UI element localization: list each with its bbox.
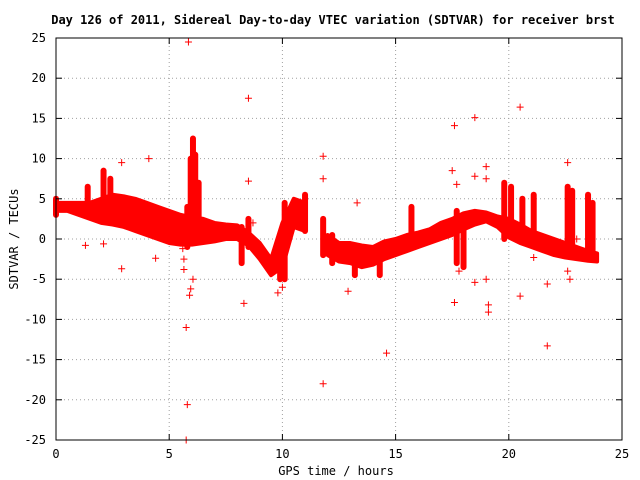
outlier-point <box>179 245 187 253</box>
y-tick-label: 5 <box>39 192 46 206</box>
outlier-point <box>543 280 551 288</box>
y-tick-label: 15 <box>32 111 46 125</box>
band-segment <box>325 208 600 270</box>
outlier-point <box>566 275 574 283</box>
outlier-point <box>100 240 108 248</box>
outlier-point <box>353 199 361 207</box>
y-tick-label: 10 <box>32 152 46 166</box>
outlier-point <box>564 159 572 167</box>
y-tick-label: -10 <box>24 312 46 326</box>
outlier-point <box>249 219 257 227</box>
y-tick-label: -25 <box>24 433 46 447</box>
y-tick-label: -15 <box>24 353 46 367</box>
outlier-point <box>182 323 190 331</box>
outlier-point <box>482 163 490 171</box>
y-tick-label: 20 <box>32 71 46 85</box>
x-tick-label: 20 <box>502 447 516 461</box>
outlier-point <box>187 285 195 293</box>
outlier-point <box>244 177 252 185</box>
outlier-point <box>81 241 89 249</box>
x-tick-label: 5 <box>166 447 173 461</box>
outlier-point <box>183 401 191 409</box>
chart-title: Day 126 of 2011, Sidereal Day-to-day VTE… <box>51 13 615 27</box>
outlier-point <box>383 349 391 357</box>
outlier-point <box>319 380 327 388</box>
x-axis-label: GPS time / hours <box>278 464 394 478</box>
x-tick-label: 0 <box>52 447 59 461</box>
y-tick-label: -5 <box>32 272 46 286</box>
outlier-point <box>283 223 291 231</box>
outlier-point <box>530 253 538 261</box>
outlier-point <box>240 299 248 307</box>
outlier-point <box>448 167 456 175</box>
outlier-point <box>450 299 458 307</box>
outlier-point <box>484 308 492 316</box>
y-tick-label: 0 <box>39 232 46 246</box>
outlier-point <box>543 342 551 350</box>
plot-frame <box>55 37 623 441</box>
outlier-point <box>471 278 479 286</box>
outlier-point <box>344 287 352 295</box>
outlier-point <box>564 267 572 275</box>
outlier-point <box>516 103 524 111</box>
outlier-point <box>180 266 188 274</box>
outlier-point <box>278 283 286 291</box>
outlier-point <box>180 255 188 263</box>
outlier-point <box>516 292 524 300</box>
outlier-point <box>145 155 153 163</box>
x-tick-label: 25 <box>615 447 629 461</box>
outlier-point <box>471 114 479 122</box>
outlier-point <box>471 172 479 180</box>
outlier-point <box>453 180 461 188</box>
y-tick-label: -20 <box>24 393 46 407</box>
outlier-point <box>455 267 463 275</box>
x-tick-label: 15 <box>388 447 402 461</box>
tick-labels: 0 5 10 15 20 25 25 20 15 10 5 0 -5 -10 -15 -20 -25 <box>24 31 629 461</box>
outlier-point <box>118 265 126 273</box>
data-points <box>53 38 600 444</box>
outlier-point <box>319 152 327 160</box>
x-tick-label: 10 <box>275 447 289 461</box>
outlier-point <box>573 235 581 243</box>
outlier-point <box>118 159 126 167</box>
outlier-point <box>484 301 492 309</box>
outlier-point <box>450 122 458 130</box>
outlier-point <box>189 275 197 283</box>
outlier-point <box>482 275 490 283</box>
outlier-point <box>244 94 252 102</box>
y-tick-label: 25 <box>32 31 46 45</box>
outlier-point <box>319 175 327 183</box>
outlier-point <box>482 175 490 183</box>
outlier-point <box>186 291 194 299</box>
y-axis-label: SDTVAR / TECUs <box>7 188 21 289</box>
outlier-point <box>184 38 192 46</box>
outlier-point <box>274 289 282 297</box>
outlier-point <box>152 254 160 262</box>
